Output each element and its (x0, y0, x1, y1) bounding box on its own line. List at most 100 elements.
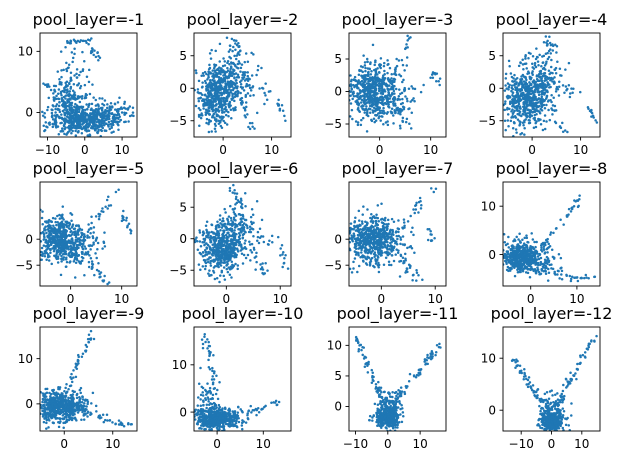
scatter-point (70, 108, 74, 112)
scatter-point (240, 252, 244, 255)
scatter-point (215, 250, 218, 254)
scatter-point (53, 89, 56, 92)
scatter-point (90, 215, 93, 218)
scatter-point (222, 69, 225, 73)
scatter-point (249, 215, 253, 219)
scatter-point (232, 235, 236, 239)
y-tick-label: 0 (25, 106, 33, 120)
scatter-point (239, 197, 243, 201)
scatter-point (380, 115, 383, 118)
scatter-point (228, 253, 231, 257)
scatter-point (518, 122, 522, 126)
scatter-point (382, 106, 385, 110)
scatter-point (381, 102, 384, 106)
scatter-point (80, 97, 84, 100)
scatter-point (51, 104, 55, 107)
scatter-point (370, 212, 373, 216)
scatter-point (205, 95, 208, 98)
scatter-point (237, 222, 241, 226)
y-tick-label: −5 (169, 263, 187, 277)
scatter-point (102, 103, 106, 107)
scatter-point (106, 103, 109, 106)
scatter-point (399, 113, 402, 116)
scatter-point (240, 103, 243, 106)
scatter-point (540, 77, 543, 81)
scatter-point (56, 125, 60, 128)
scatter-point (75, 68, 79, 71)
scatter-point (533, 113, 537, 117)
scatter-point (380, 87, 384, 91)
scatter-point (207, 101, 211, 104)
scatter-point (401, 116, 405, 120)
scatter-point (398, 88, 401, 91)
scatter-point (404, 120, 408, 124)
scatter-point (90, 37, 93, 40)
scatter-point (377, 270, 381, 274)
scatter-point (368, 233, 371, 236)
scatter-point (41, 114, 45, 117)
scatter-point (375, 104, 378, 107)
scatter-point (349, 226, 352, 230)
scatter-point (510, 84, 514, 87)
scatter-point (246, 60, 250, 64)
scatter-point (244, 231, 247, 234)
scatter-point (103, 121, 106, 124)
scatter-point (59, 230, 62, 233)
scatter-point (207, 76, 210, 79)
scatter-point (244, 205, 247, 208)
scatter-point (49, 248, 52, 252)
scatter-point (63, 90, 66, 94)
scatter-point (366, 88, 369, 91)
scatter-point (57, 88, 61, 91)
scatter-point (224, 84, 228, 87)
scatter-point (103, 274, 106, 278)
scatter-point (568, 92, 572, 95)
scatter-point (238, 234, 242, 237)
scatter-point (75, 117, 78, 120)
scatter-point (361, 232, 365, 235)
scatter-point (63, 127, 66, 131)
scatter-point (197, 79, 201, 83)
scatter-point (107, 120, 111, 124)
scatter-point (106, 282, 109, 286)
scatter-point (393, 96, 396, 99)
scatter-point (88, 39, 92, 42)
scatter-point (370, 69, 373, 73)
scatter-point (41, 252, 45, 255)
scatter-point (66, 101, 69, 104)
scatter-point (213, 265, 217, 268)
scatter-point (542, 86, 546, 89)
scatter-point (536, 89, 540, 93)
scatter-point (398, 124, 402, 128)
scatter-point (258, 236, 262, 239)
scatter-points (349, 34, 442, 133)
scatter-point (524, 53, 527, 57)
scatter-point (231, 83, 235, 86)
scatter-point (63, 122, 66, 126)
x-tick-label: 10 (573, 143, 588, 157)
scatter-point (374, 219, 378, 223)
scatter-point (534, 85, 538, 88)
scatter-point (250, 74, 254, 77)
scatter-point (366, 251, 370, 255)
scatter-point (92, 243, 95, 246)
scatter-point (255, 199, 259, 203)
scatter-point (223, 60, 227, 63)
scatter-point (551, 104, 555, 107)
scatter-point (546, 39, 549, 43)
scatter-point (405, 117, 409, 121)
scatter-point (80, 259, 84, 263)
scatter-point (261, 86, 264, 90)
scatter-point (40, 246, 44, 250)
scatter-point (54, 97, 58, 101)
scatter-point (42, 124, 45, 127)
scatter-point (67, 221, 70, 225)
scatter-point (55, 114, 59, 117)
scatter-point (194, 88, 196, 92)
scatter-point (364, 224, 367, 228)
scatter-point (365, 94, 369, 97)
scatter-point (215, 256, 218, 260)
scatter-point (112, 130, 115, 133)
scatter-point (51, 108, 54, 112)
scatter-point (572, 87, 575, 91)
